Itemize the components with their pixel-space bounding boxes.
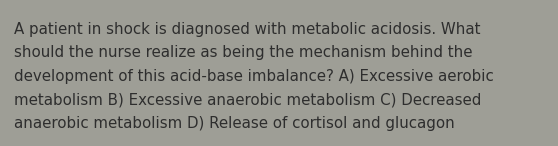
Text: should the nurse realize as being the mechanism behind the: should the nurse realize as being the me… xyxy=(14,46,473,60)
Text: metabolism B) Excessive anaerobic metabolism C) Decreased: metabolism B) Excessive anaerobic metabo… xyxy=(14,93,482,107)
Text: development of this acid-base imbalance? A) Excessive aerobic: development of this acid-base imbalance?… xyxy=(14,69,494,84)
Text: A patient in shock is diagnosed with metabolic acidosis. What: A patient in shock is diagnosed with met… xyxy=(14,22,480,37)
Text: anaerobic metabolism D) Release of cortisol and glucagon: anaerobic metabolism D) Release of corti… xyxy=(14,116,455,131)
